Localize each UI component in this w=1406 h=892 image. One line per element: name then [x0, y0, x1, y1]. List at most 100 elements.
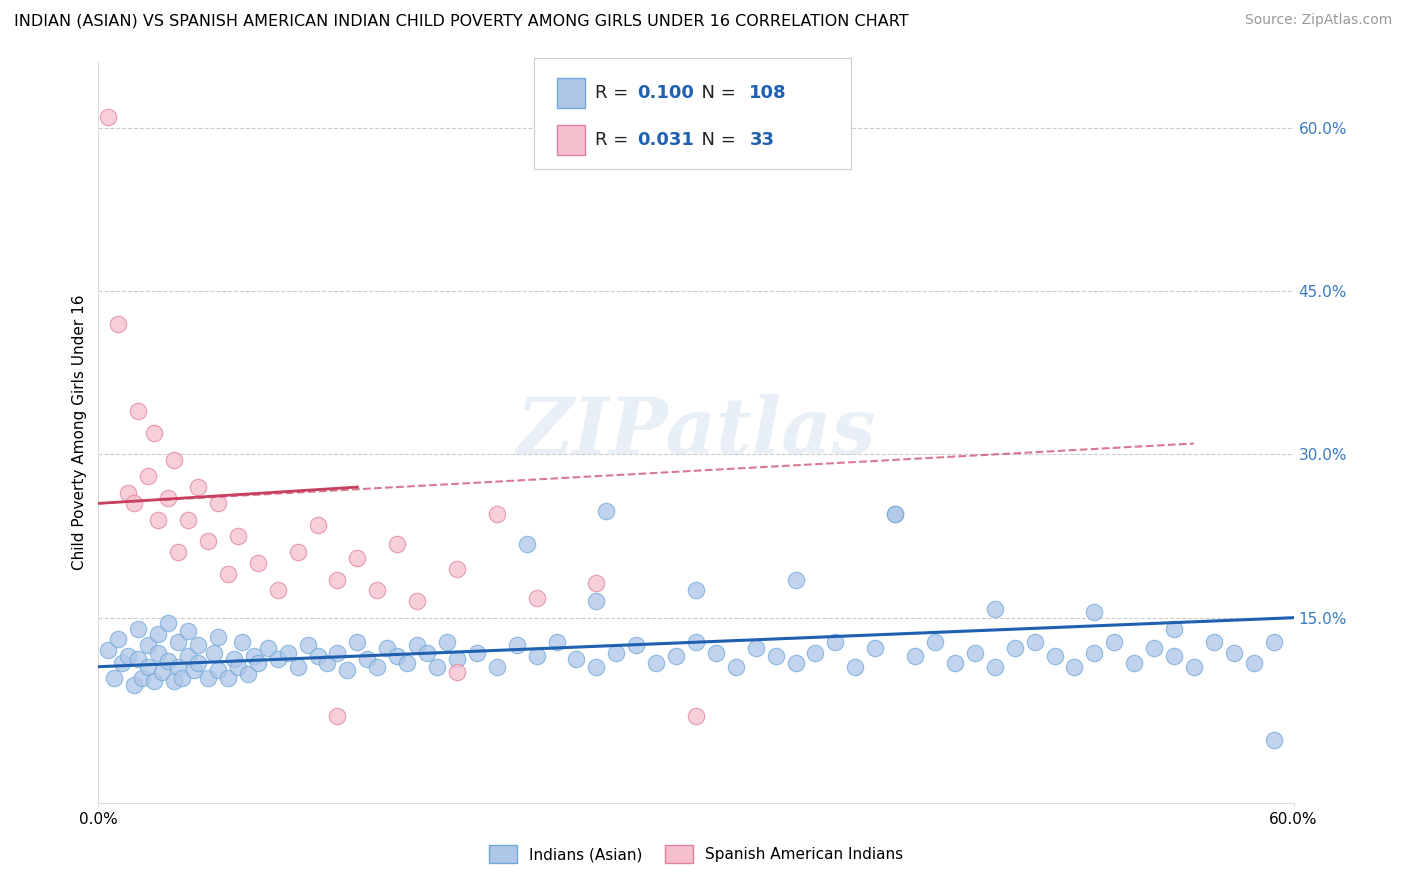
Point	[1163, 622, 1185, 636]
Point	[267, 583, 290, 598]
Point	[127, 652, 149, 666]
Point	[143, 425, 166, 440]
Point	[267, 652, 290, 666]
Point	[426, 659, 449, 673]
Text: R =: R =	[595, 131, 634, 149]
Point	[197, 534, 219, 549]
Point	[385, 537, 409, 551]
Text: Source: ZipAtlas.com: Source: ZipAtlas.com	[1244, 13, 1392, 28]
Text: N =: N =	[690, 131, 742, 149]
Point	[197, 671, 219, 685]
Point	[103, 671, 125, 685]
Point	[246, 556, 269, 570]
Point	[124, 496, 146, 510]
Point	[287, 545, 309, 559]
Point	[346, 550, 368, 565]
Point	[236, 667, 259, 681]
Point	[127, 404, 149, 418]
Point	[406, 594, 429, 608]
Point	[546, 634, 568, 648]
Point	[1004, 641, 1026, 656]
Point	[884, 508, 907, 522]
Point	[685, 634, 707, 648]
Point	[396, 657, 419, 671]
Point	[485, 508, 508, 522]
Point	[626, 638, 648, 652]
Point	[385, 648, 409, 663]
Point	[167, 659, 190, 673]
Point	[1104, 634, 1126, 648]
Point	[136, 638, 159, 652]
Point	[127, 622, 149, 636]
Point	[297, 638, 319, 652]
Point	[157, 616, 180, 631]
Point	[148, 513, 170, 527]
Point	[526, 648, 548, 663]
Point	[1083, 646, 1105, 660]
Text: 108: 108	[749, 84, 787, 102]
Point	[1163, 648, 1185, 663]
Point	[346, 634, 368, 648]
Point	[366, 583, 388, 598]
Text: 0.031: 0.031	[637, 131, 693, 149]
Text: INDIAN (ASIAN) VS SPANISH AMERICAN INDIAN CHILD POVERTY AMONG GIRLS UNDER 16 COR: INDIAN (ASIAN) VS SPANISH AMERICAN INDIA…	[14, 13, 908, 29]
Point	[785, 573, 807, 587]
Point	[326, 573, 349, 587]
Point	[277, 646, 299, 660]
Point	[565, 652, 588, 666]
Text: ZIPatlas: ZIPatlas	[516, 394, 876, 471]
Point	[187, 657, 209, 671]
Point	[1182, 659, 1205, 673]
Point	[163, 453, 186, 467]
Point	[256, 641, 278, 656]
Point	[685, 583, 707, 598]
Point	[183, 663, 205, 677]
Point	[375, 641, 398, 656]
Point	[226, 659, 249, 673]
Point	[177, 624, 200, 638]
Point	[446, 652, 468, 666]
Point	[745, 641, 768, 656]
Point	[157, 654, 180, 668]
Point	[143, 673, 166, 688]
Point	[844, 659, 866, 673]
Point	[1243, 657, 1265, 671]
Point	[984, 602, 1007, 616]
Point	[446, 665, 468, 680]
Point	[516, 537, 538, 551]
Point	[136, 659, 159, 673]
Point	[136, 469, 159, 483]
Point	[157, 491, 180, 505]
Point	[177, 648, 200, 663]
Point	[217, 671, 239, 685]
Point	[436, 634, 458, 648]
Point	[446, 562, 468, 576]
Point	[202, 646, 225, 660]
Point	[217, 567, 239, 582]
Point	[243, 648, 266, 663]
Point	[124, 678, 146, 692]
Point	[1123, 657, 1146, 671]
Point	[307, 648, 329, 663]
Point	[904, 648, 927, 663]
Point	[222, 652, 245, 666]
Point	[1202, 634, 1225, 648]
Point	[307, 518, 329, 533]
Point	[167, 634, 190, 648]
Point	[148, 627, 170, 641]
Point	[97, 643, 120, 657]
Point	[526, 591, 548, 606]
Text: 33: 33	[749, 131, 775, 149]
Point	[131, 671, 153, 685]
Point	[645, 657, 668, 671]
Point	[336, 663, 359, 677]
Point	[107, 632, 129, 647]
Point	[326, 708, 349, 723]
Point	[172, 671, 194, 685]
Text: R =: R =	[595, 84, 634, 102]
Point	[416, 646, 439, 660]
Point	[595, 504, 617, 518]
Point	[1223, 646, 1246, 660]
Point	[226, 529, 249, 543]
Point	[148, 646, 170, 660]
